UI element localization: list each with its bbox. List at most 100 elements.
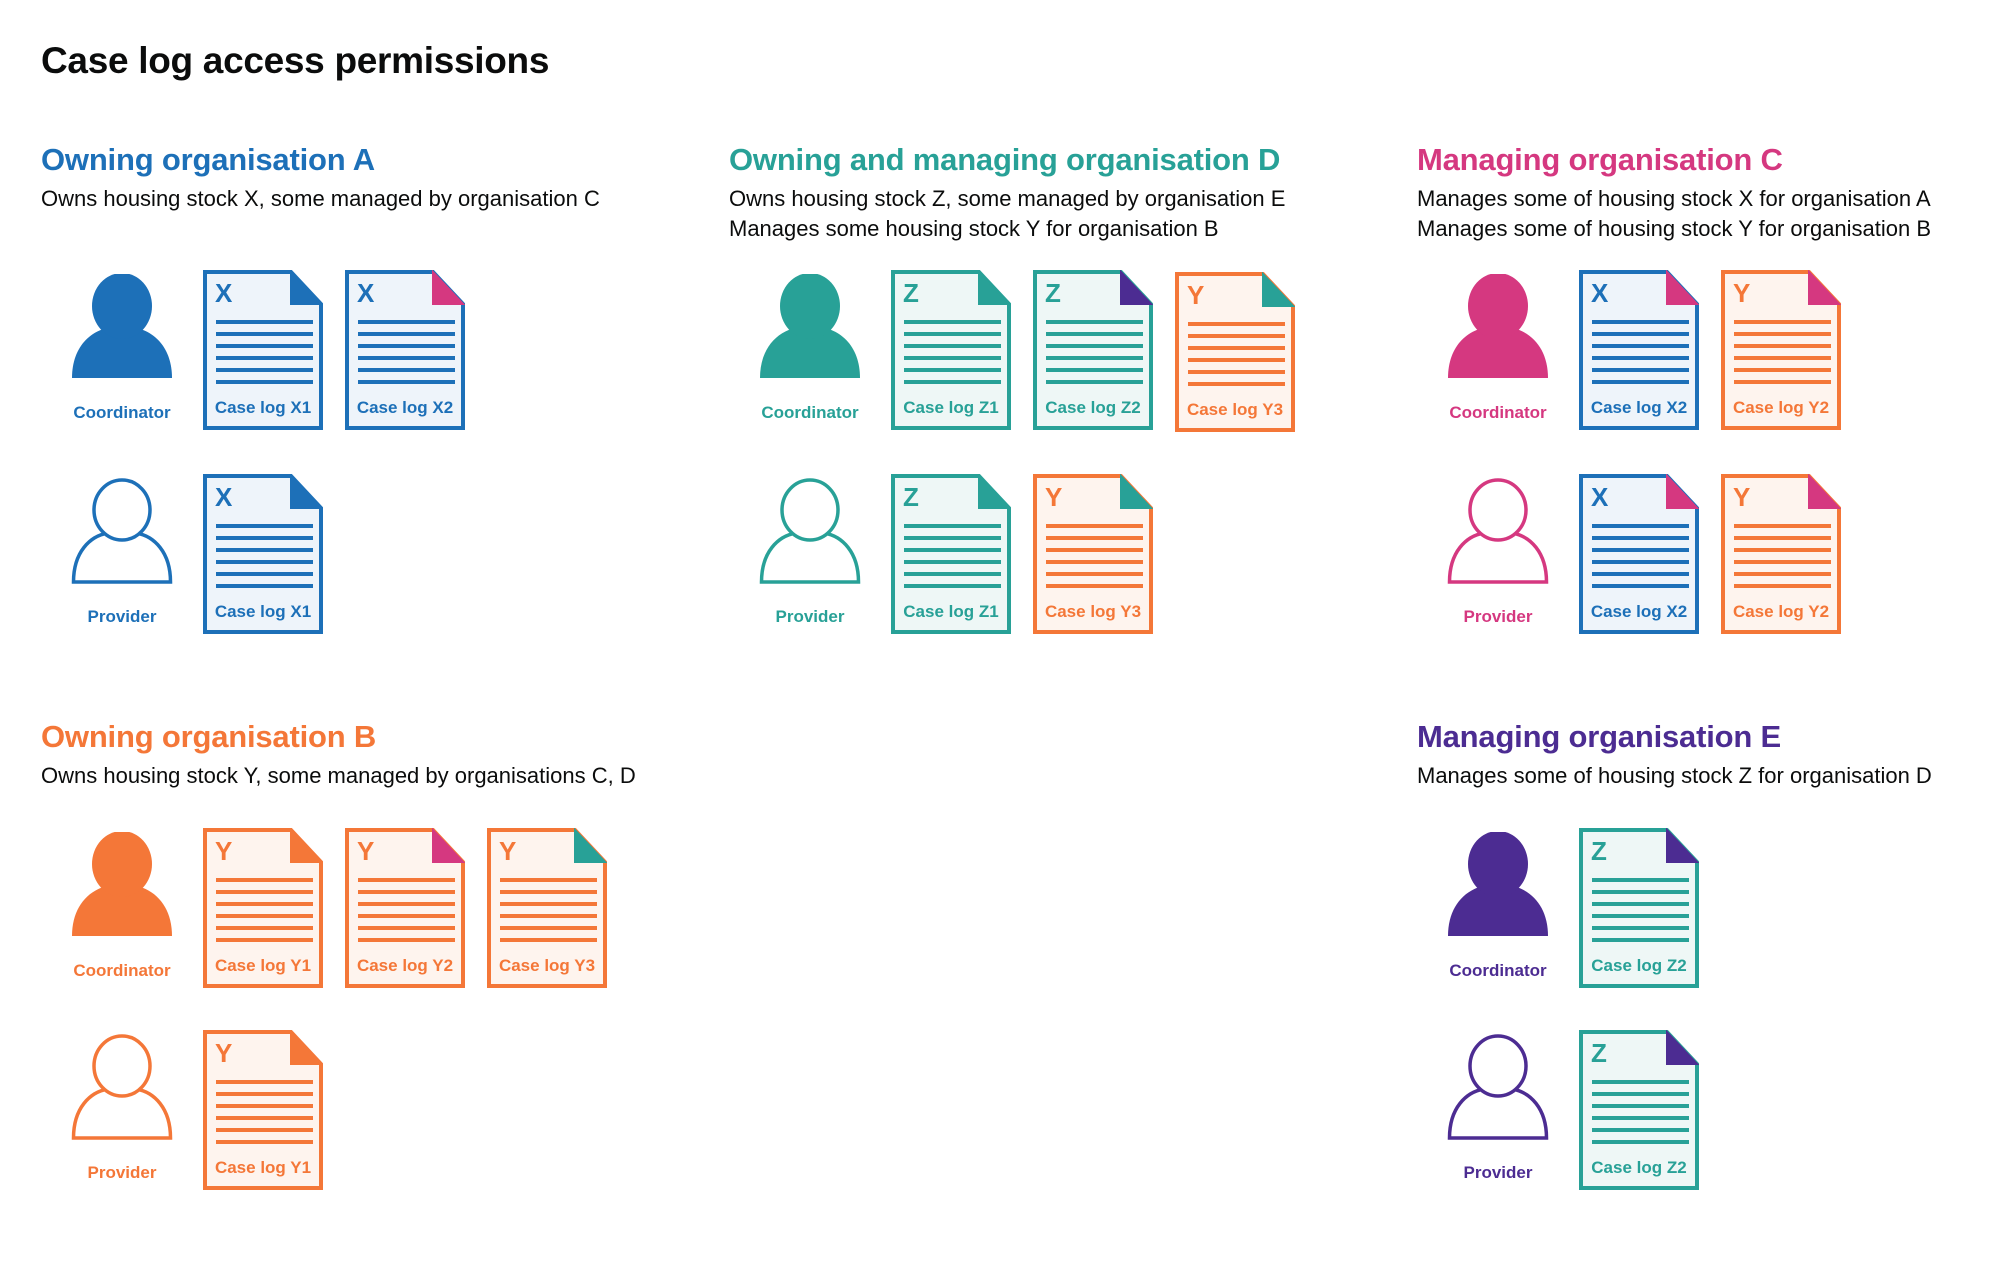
person-group: Provider — [68, 478, 176, 627]
section-description: Owns housing stock Z, some managed by or… — [729, 184, 1389, 244]
section-heading: Owning and managing organisation D — [729, 142, 1281, 177]
person-icon — [1446, 1034, 1550, 1145]
description-line: Manages some of housing stock X for orga… — [1417, 186, 1931, 211]
description-line: Manages some of housing stock Z for orga… — [1417, 763, 1932, 788]
section-heading: Owning organisation B — [41, 719, 377, 754]
stock-letter: X — [357, 278, 375, 308]
case-log-label: Case log Y2 — [1732, 602, 1830, 621]
section-description: Manages some of housing stock X for orga… — [1417, 184, 2000, 244]
case-log-document: X Case log X2 — [1579, 270, 1699, 430]
role-label: Coordinator — [73, 403, 171, 422]
stock-letter: Y — [357, 836, 375, 866]
role-label: Provider — [775, 607, 845, 626]
section-description: Manages some of housing stock Z for orga… — [1417, 761, 2000, 791]
person-group: Coordinator — [1444, 273, 1552, 423]
section-description: Owns housing stock X, some managed by or… — [41, 184, 701, 214]
case-log-document: Z Case log Z2 — [1033, 270, 1153, 430]
role-label: Provider — [87, 1163, 157, 1182]
case-log-document: Y Case log Y2 — [1721, 270, 1841, 430]
stock-letter: Z — [1591, 1038, 1607, 1068]
stock-letter: Y — [499, 836, 517, 866]
page-title: Case log access permissions — [41, 40, 550, 81]
person-icon — [1446, 273, 1550, 385]
section-heading: Owning organisation A — [41, 142, 375, 177]
case-log-label: Case log X1 — [214, 398, 312, 417]
person-group: Provider — [1444, 478, 1552, 627]
case-log-label: Case log Z1 — [903, 602, 999, 621]
coordinator-user: Coordinator — [729, 270, 891, 423]
person-group: Provider — [756, 478, 864, 627]
coordinator-user: Coordinator — [1417, 270, 1579, 423]
case-log-label: Case log Y1 — [214, 956, 312, 975]
person-icon — [70, 1034, 174, 1145]
case-log-label: Case log X2 — [356, 398, 454, 417]
coordinator-user: Coordinator — [41, 828, 203, 981]
case-log-document: Y Case log Y1 — [203, 1030, 323, 1190]
case-log-label: Case log X1 — [214, 602, 312, 621]
provider-user: Provider — [729, 474, 891, 627]
description-line: Owns housing stock Z, some managed by or… — [729, 186, 1286, 211]
case-log-document: Y Case log Y2 — [1721, 474, 1841, 634]
role-row-coordinator: Coordinator X Case log X1 X Case log X2 — [41, 270, 487, 430]
case-log-document: Y Case log Y3 — [1175, 272, 1295, 432]
person-icon — [70, 273, 174, 385]
stock-letter: X — [215, 278, 233, 308]
case-log-label: Case log X2 — [1590, 398, 1688, 417]
case-log-document: X Case log X1 — [203, 474, 323, 634]
person-group: Coordinator — [1444, 831, 1552, 981]
provider-user: Provider — [1417, 1030, 1579, 1183]
section-heading: Managing organisation E — [1417, 719, 1781, 754]
role-row-coordinator: Coordinator Z Case log Z1 Z Case log Z2 Y C… — [729, 270, 1317, 432]
case-log-document: Z Case log Z2 — [1579, 828, 1699, 988]
role-row-provider: Provider X Case log X1 — [41, 474, 345, 634]
role-row-coordinator: Coordinator Z Case log Z2 — [1417, 828, 1721, 988]
stock-letter: Y — [1187, 280, 1205, 310]
case-log-label: Case log Y2 — [356, 956, 454, 975]
description-line: Owns housing stock Y, some managed by or… — [41, 763, 636, 788]
description-line: Owns housing stock X, some managed by or… — [41, 186, 600, 211]
case-log-label: Case log Y3 — [498, 956, 596, 975]
person-icon — [1446, 831, 1550, 943]
org-section: Owning organisation B Owns housing stock … — [41, 717, 701, 1190]
provider-user: Provider — [1417, 474, 1579, 627]
case-log-label: Case log Y3 — [1044, 602, 1142, 621]
case-log-document: Y Case log Y3 — [1033, 474, 1153, 634]
role-label: Coordinator — [761, 403, 859, 422]
stock-letter: X — [1591, 278, 1609, 308]
coordinator-user: Coordinator — [1417, 828, 1579, 981]
person-group: Coordinator — [68, 273, 176, 423]
stock-letter: Y — [1733, 482, 1751, 512]
description-line: Manages some housing stock Y for organis… — [729, 216, 1219, 241]
case-log-document: X Case log X1 — [203, 270, 323, 430]
person-icon — [1446, 478, 1550, 589]
person-icon — [70, 831, 174, 943]
person-icon — [758, 478, 862, 589]
person-icon — [70, 478, 174, 589]
org-section: Owning and managing organisation D Owns h… — [729, 140, 1389, 634]
role-row-provider: Provider Z Case log Z1 Y Case log Y3 — [729, 474, 1175, 634]
stock-letter: Z — [903, 482, 919, 512]
person-group: Provider — [68, 1034, 176, 1183]
stock-letter: Y — [215, 836, 233, 866]
role-row-provider: Provider Y Case log Y1 — [41, 1030, 345, 1190]
role-row-coordinator: Coordinator X Case log X2 Y Case log Y2 — [1417, 270, 1863, 430]
org-section: Owning organisation A Owns housing stock … — [41, 140, 701, 634]
section-heading: Managing organisation C — [1417, 142, 1783, 177]
person-icon — [758, 273, 862, 385]
case-log-document: Z Case log Z1 — [891, 474, 1011, 634]
case-log-label: Case log Z1 — [903, 398, 999, 417]
description-line: Manages some of housing stock Y for orga… — [1417, 216, 1932, 241]
provider-user: Provider — [41, 474, 203, 627]
case-log-document: Y Case log Y2 — [345, 828, 465, 988]
stock-letter: Z — [903, 278, 919, 308]
stock-letter: Y — [215, 1038, 233, 1068]
case-log-document: X Case log X2 — [1579, 474, 1699, 634]
case-log-document: Z Case log Z2 — [1579, 1030, 1699, 1190]
role-row-provider: Provider Z Case log Z2 — [1417, 1030, 1721, 1190]
role-label: Provider — [1463, 607, 1533, 626]
stock-letter: Z — [1045, 278, 1061, 308]
stock-letter: Z — [1591, 836, 1607, 866]
coordinator-user: Coordinator — [41, 270, 203, 423]
role-row-coordinator: Coordinator Y Case log Y1 Y Case log Y2 Y C… — [41, 828, 629, 988]
role-label: Coordinator — [1449, 961, 1547, 980]
